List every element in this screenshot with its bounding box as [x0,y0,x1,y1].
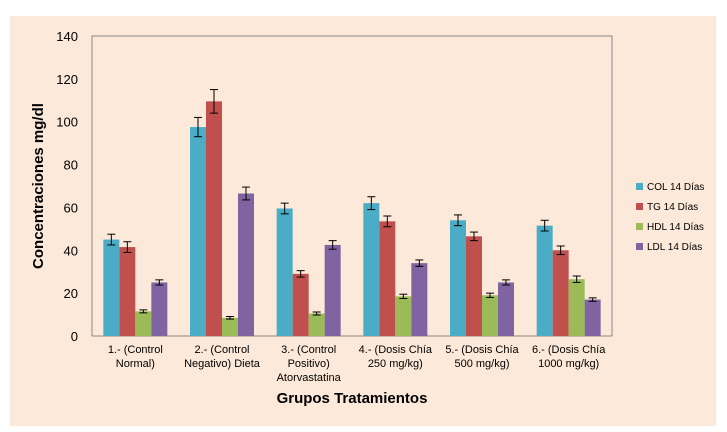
legend-label: HDL 14 Días [647,222,704,233]
bars [103,89,601,336]
error-bar [572,275,581,283]
error-bar [454,214,462,227]
error-bar [328,240,337,250]
x-tick-label: 1.- (Control Normal) [108,344,163,370]
y-tick-label: 60 [64,200,78,215]
error-bar [312,311,321,316]
legend-label: LDL 14 Días [647,242,702,253]
bar [552,250,569,336]
legend: COL 14 Días TG 14 Días HDL 14 Días LDL 14 D… [636,182,704,253]
y-axis-title: Concentraciones mg/dl [30,103,47,269]
y-tick-label: 20 [64,286,78,301]
bar [135,311,152,336]
y-tick-label: 120 [56,72,78,87]
x-tick-label: 2.- (Control Negativo) Dieta [184,344,261,370]
error-bar [367,196,376,211]
bar [568,279,585,336]
bar [308,313,325,336]
legend-swatch [636,243,643,250]
x-tick-label: 5.- (Dosis Chía 500 mg/kg) [445,344,519,370]
legend-swatch [636,183,643,190]
bar [238,193,254,336]
bar [151,282,168,336]
bar [482,295,498,336]
legend-label: TG 14 Días [647,202,698,213]
bar [276,208,293,336]
bar [222,317,238,336]
error-bar [210,89,218,114]
error-bar [280,202,289,215]
y-axis-ticks: 0 20 40 60 80 100 120 140 [56,29,78,344]
bar [498,282,514,336]
bar [536,225,553,336]
error-bar [155,279,164,286]
error-bar [296,270,305,278]
error-bar [399,293,408,299]
legend-swatch [636,223,643,230]
y-tick-label: 80 [64,158,78,173]
bar [411,263,428,336]
bar [103,239,120,336]
bar [324,244,341,336]
bar [466,236,482,336]
x-axis-title: Grupos Tratamientos [277,390,428,407]
y-tick-label: 0 [71,329,78,344]
error-bar [540,219,549,232]
legend-item: TG 14 Días [636,202,698,213]
x-axis-labels: 1.- (Control Normal) 2.- (Control Negativo)… [108,344,606,384]
error-bar [139,309,148,314]
x-tick-label: 3.- (Control Positivo) Atorvastatina [277,344,342,384]
legend-item: HDL 14 Días [636,222,704,233]
y-tick-label: 100 [56,115,78,130]
plot-area [91,35,613,337]
error-bar [470,231,478,242]
bar [395,296,412,336]
y-tick-label: 40 [64,243,78,258]
error-bar [486,292,494,298]
x-tick-label: 4.- (Dosis Chía 250 mg/kg) [359,344,433,370]
bar [190,127,206,336]
error-bar [123,241,132,253]
error-bar [383,215,392,228]
error-bar [194,116,202,138]
error-bar [588,297,597,302]
error-bar [226,316,234,320]
bar [450,220,466,336]
bar [119,247,136,336]
x-tick-label: 6.- (Dosis Chía 1000 mg/kg) [532,344,606,370]
legend-item: COL 14 Días [636,182,704,193]
bar [363,203,380,336]
error-bar [556,245,565,256]
error-bar [502,279,510,286]
y-tick-label: 140 [56,29,78,44]
error-bar [242,186,250,201]
bar-chart: 0 20 40 60 80 100 120 140 1.- (Control Normal) 2.… [30,29,704,407]
error-bar [107,233,116,246]
bar [584,299,601,336]
legend-swatch [636,203,643,210]
bar [292,273,309,336]
error-bar [415,259,424,267]
bar [206,101,222,336]
chart-area: 0 20 40 60 80 100 120 140 1.- (Control Normal) 2.… [10,16,716,426]
legend-label: COL 14 Días [647,182,704,193]
bar [379,221,396,336]
legend-item: LDL 14 Días [636,242,702,253]
